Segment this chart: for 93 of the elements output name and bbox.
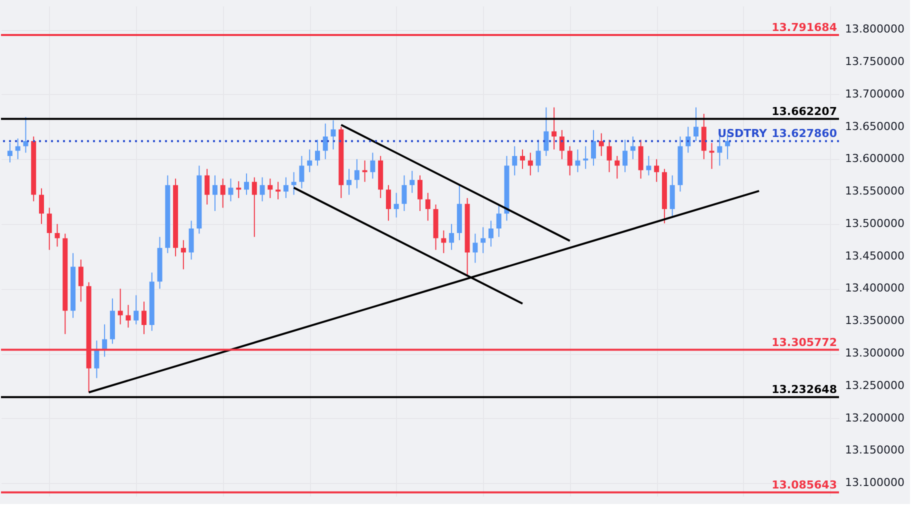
candlestick [15, 138, 20, 160]
candlestick [78, 259, 84, 302]
y-tick-label: 13.800000 [845, 22, 904, 36]
y-tick-label: 13.150000 [845, 444, 904, 457]
candlestick [102, 324, 108, 358]
candlestick [496, 204, 502, 238]
candlestick [552, 106, 557, 150]
candlestick [425, 192, 430, 222]
candlestick [244, 172, 250, 196]
candlestick [567, 146, 572, 176]
candlestick [142, 301, 146, 335]
candlestick [276, 181, 281, 200]
candlestick [228, 178, 234, 202]
candlestick [252, 176, 257, 238]
candlestick [220, 178, 226, 208]
candlestick [559, 130, 564, 160]
candlestick [188, 220, 194, 260]
candlestick [528, 152, 533, 176]
candlestick [622, 139, 628, 173]
candlestick [354, 158, 360, 189]
candlestick [449, 223, 454, 250]
candlestick [575, 148, 580, 173]
candlestick [583, 146, 588, 170]
candlestick [630, 136, 636, 160]
y-tick-label: 13.400000 [845, 282, 904, 295]
candlestick [94, 340, 100, 379]
candlestick [126, 304, 131, 328]
candlestick [346, 168, 352, 196]
ref-line-label: 13.791684 [772, 21, 838, 34]
candlestick [512, 146, 518, 176]
candlestick [180, 240, 186, 270]
y-tick-label: 13.100000 [845, 476, 904, 490]
y-tick-label: 13.650000 [845, 120, 904, 133]
candlestick [402, 174, 407, 212]
candlestick [520, 148, 526, 170]
candlestick [38, 188, 44, 224]
candlestick [314, 139, 320, 166]
candlestick [212, 174, 218, 212]
candlestick [330, 120, 336, 150]
candlestick [307, 148, 312, 173]
candlestick [291, 172, 296, 196]
candlestick [7, 142, 12, 163]
candlestick [386, 184, 391, 222]
candlestick [23, 116, 28, 154]
candlestick [638, 139, 644, 180]
candlestick [394, 192, 399, 218]
candlestick [654, 158, 660, 182]
candlestick [283, 176, 288, 199]
y-tick-label: 13.350000 [845, 314, 904, 328]
candlestick [694, 106, 698, 142]
candlestick [54, 223, 60, 248]
y-tick-label: 13.750000 [845, 55, 904, 68]
candlestick [134, 294, 139, 325]
candlestick [614, 155, 620, 180]
y-tick-label: 13.300000 [845, 346, 904, 360]
candlestick [701, 113, 706, 160]
candlestick [410, 170, 415, 194]
ref-line-label: 13.085643 [772, 478, 837, 492]
candlestick [236, 180, 242, 199]
candlestick [362, 160, 368, 182]
candlestick [488, 220, 494, 248]
y-tick-label: 13.200000 [845, 411, 904, 424]
y-tick-label: 13.450000 [845, 249, 904, 262]
candlestick [472, 233, 478, 264]
candlestick [480, 226, 486, 254]
candlestick [260, 176, 265, 202]
y-tick-label: 13.600000 [845, 152, 904, 166]
ref-line-label: 13.305772 [772, 336, 837, 349]
candlestick [646, 155, 652, 176]
candlestick [46, 207, 52, 250]
candlestick [118, 288, 123, 325]
y-tick-label: 13.700000 [845, 87, 904, 100]
candlestick [536, 139, 541, 173]
candlestick [204, 168, 210, 206]
candlestick [299, 155, 304, 189]
candlestick [686, 126, 691, 154]
ref-line-label: 13.627860 [772, 127, 838, 140]
y-tick-label: 13.500000 [845, 216, 904, 230]
y-tick-label: 13.250000 [845, 378, 904, 392]
candlestick [322, 123, 328, 160]
y-tick-label: 13.550000 [845, 184, 904, 198]
candlestick [370, 152, 376, 180]
candlestick [590, 130, 596, 166]
ref-line-label: 13.662207 [772, 104, 837, 118]
candlestick [268, 178, 273, 199]
candlestick [606, 139, 612, 173]
candlestick [544, 106, 549, 156]
ref-line-label: 13.232648 [772, 383, 837, 396]
annotation: USDTRY [718, 127, 768, 140]
candlestick [670, 174, 675, 218]
candlestick [441, 230, 446, 254]
candlestick [598, 132, 604, 156]
candlestick [418, 174, 422, 212]
